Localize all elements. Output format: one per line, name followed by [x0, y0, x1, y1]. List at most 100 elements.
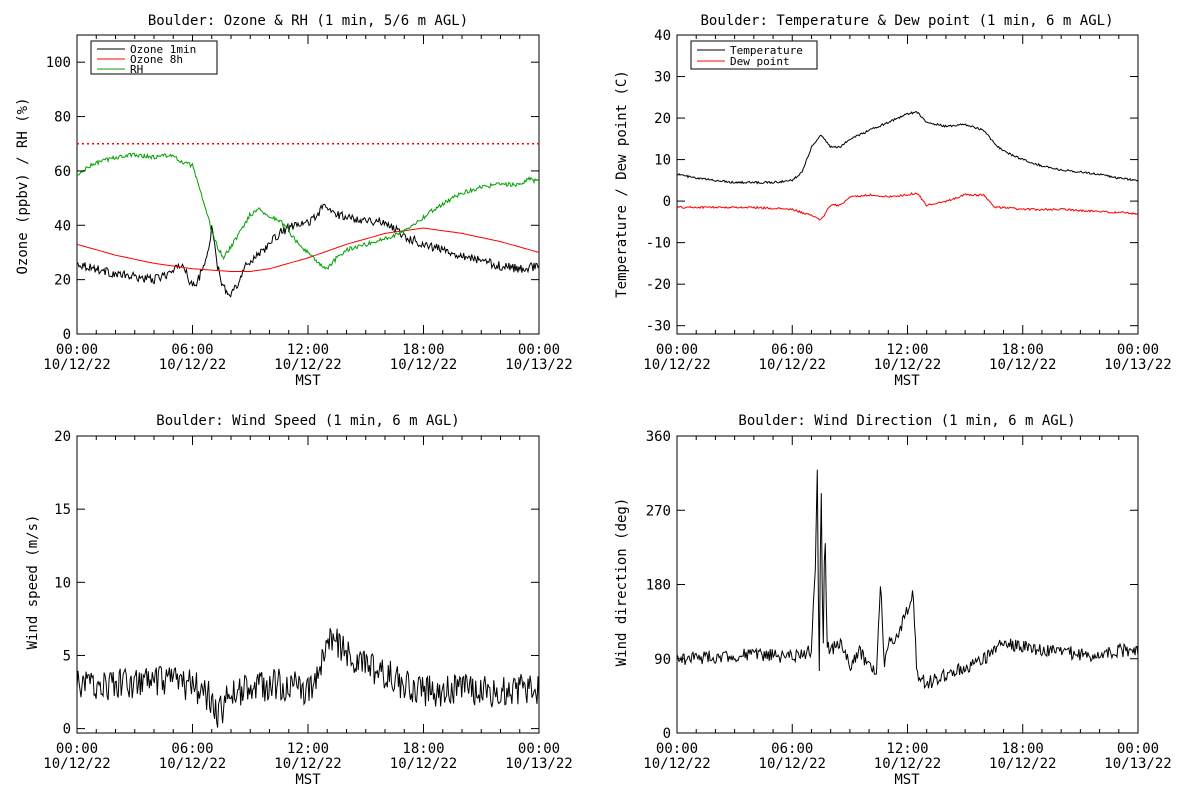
x-tick-date: 10/12/22	[989, 756, 1056, 772]
x-axis-label: MST	[894, 772, 920, 788]
x-tick-date: 10/12/22	[43, 357, 110, 373]
x-tick-date: 10/12/22	[390, 756, 457, 772]
y-tick-label: 180	[646, 578, 671, 594]
x-axis-label: MST	[295, 772, 321, 788]
y-axis: -30 -20 -10 0 10 20 30 40	[646, 28, 1138, 335]
y-tick-label: -20	[646, 277, 671, 293]
series-line	[76, 227, 540, 272]
series-line	[676, 192, 1139, 221]
x-tick-date: 10/12/22	[43, 756, 110, 772]
x-tick-date: 10/12/22	[759, 357, 826, 373]
legend: Ozone 1min Ozone 8h RH	[90, 40, 218, 76]
y-tick-label: 20	[654, 111, 671, 127]
x-tick-time: 12:00	[287, 342, 329, 358]
chart-title: Boulder: Wind Direction (1 min, 6 m AGL)	[738, 413, 1075, 429]
panel-temperature-dewpoint: Boulder: Temperature & Dew point (1 min,…	[614, 13, 1172, 389]
x-tick-time: 18:00	[1002, 342, 1044, 358]
x-tick-time: 00:00	[656, 342, 698, 358]
y-axis-label: Temperature / Dew point (C)	[614, 70, 630, 298]
chart-title: Boulder: Wind Speed (1 min, 6 m AGL)	[156, 413, 459, 429]
x-tick-time: 18:00	[402, 342, 444, 358]
y-tick-label: 100	[46, 55, 71, 71]
y-axis-label: Wind direction (deg)	[614, 498, 630, 667]
series-line	[76, 203, 540, 298]
x-tick-time: 00:00	[56, 342, 98, 358]
chart-title: Boulder: Ozone & RH (1 min, 5/6 m AGL)	[148, 13, 468, 29]
plot-frame	[76, 34, 540, 335]
x-tick-time: 18:00	[402, 741, 444, 757]
legend-box	[690, 40, 818, 70]
x-tick-time: 00:00	[518, 342, 560, 358]
y-tick-label: 20	[54, 273, 71, 289]
x-tick-date: 10/12/22	[274, 357, 341, 373]
legend-label: Temperature	[730, 44, 803, 57]
x-tick-time: 00:00	[1117, 741, 1159, 757]
y-tick-label: 10	[54, 575, 71, 591]
chart-title: Boulder: Temperature & Dew point (1 min,…	[700, 13, 1113, 29]
y-tick-label: 0	[663, 726, 671, 742]
plot-frame	[676, 34, 1139, 335]
x-tick-date: 10/13/22	[505, 357, 572, 373]
y-axis: 0 5 10 15 20	[54, 429, 539, 738]
y-tick-label: -10	[646, 236, 671, 252]
y-tick-label: 20	[54, 429, 71, 445]
x-axis: 00:00 06:00 12:00 18:00 00:00 10/12/22 1…	[43, 436, 573, 772]
x-tick-time: 00:00	[1117, 342, 1159, 358]
x-tick-date: 10/12/22	[643, 357, 710, 373]
x-axis-label: MST	[894, 373, 920, 389]
x-tick-date: 10/12/22	[159, 357, 226, 373]
legend-label: Dew point	[730, 55, 790, 68]
x-tick-time: 06:00	[171, 741, 213, 757]
y-tick-label: 80	[54, 110, 71, 126]
x-axis: 00:00 06:00 12:00 18:00 00:00 10/12/22 1…	[643, 436, 1172, 772]
y-tick-label: 0	[63, 327, 71, 343]
series-line	[676, 111, 1139, 185]
x-tick-time: 12:00	[886, 342, 928, 358]
x-tick-date: 10/12/22	[874, 357, 941, 373]
plot-frame	[676, 435, 1139, 734]
legend-label: RH	[130, 63, 143, 76]
x-tick-date: 10/12/22	[759, 756, 826, 772]
x-tick-time: 00:00	[656, 741, 698, 757]
x-tick-time: 06:00	[771, 741, 813, 757]
x-tick-time: 00:00	[56, 741, 98, 757]
series-line	[76, 628, 540, 728]
x-tick-time: 06:00	[771, 342, 813, 358]
series-lines	[76, 628, 540, 728]
y-tick-label: 360	[646, 429, 671, 445]
y-tick-label: 5	[63, 648, 71, 664]
y-axis: 0 20 40 60 80 100	[46, 55, 539, 343]
x-tick-date: 10/13/22	[505, 756, 572, 772]
x-axis: 00:00 06:00 12:00 18:00 00:00 10/12/22 1…	[43, 35, 573, 373]
series-lines	[76, 152, 540, 298]
y-tick-label: 270	[646, 503, 671, 519]
x-tick-date: 10/12/22	[874, 756, 941, 772]
y-axis: 0 90 180 270 360	[646, 429, 1138, 742]
x-tick-time: 18:00	[1002, 741, 1044, 757]
y-tick-label: 30	[654, 70, 671, 86]
x-axis-label: MST	[295, 373, 321, 389]
series-line	[76, 152, 540, 270]
y-tick-label: 15	[54, 502, 71, 518]
y-tick-label: 0	[663, 194, 671, 210]
x-tick-time: 12:00	[886, 741, 928, 757]
panel-wind-direction: Boulder: Wind Direction (1 min, 6 m AGL)…	[614, 413, 1172, 788]
x-tick-date: 10/12/22	[159, 756, 226, 772]
legend: Temperature Dew point	[690, 40, 818, 70]
series-line	[676, 469, 1139, 690]
y-axis-label: Ozone (ppbv) / RH (%)	[15, 97, 31, 274]
x-tick-date: 10/13/22	[1104, 357, 1171, 373]
y-tick-label: 0	[63, 722, 71, 738]
legend-label: Ozone 1min	[130, 43, 196, 56]
y-tick-label: -30	[646, 319, 671, 335]
x-tick-time: 06:00	[171, 342, 213, 358]
x-axis: 00:00 06:00 12:00 18:00 00:00 10/12/22 1…	[643, 35, 1172, 373]
y-tick-label: 90	[654, 652, 671, 668]
y-tick-label: 40	[654, 28, 671, 44]
x-tick-time: 00:00	[518, 741, 560, 757]
panel-wind-speed: Boulder: Wind Speed (1 min, 6 m AGL) Win…	[25, 413, 573, 788]
x-tick-date: 10/12/22	[989, 357, 1056, 373]
y-axis-label: Wind speed (m/s)	[25, 515, 41, 650]
x-tick-date: 10/12/22	[390, 357, 457, 373]
